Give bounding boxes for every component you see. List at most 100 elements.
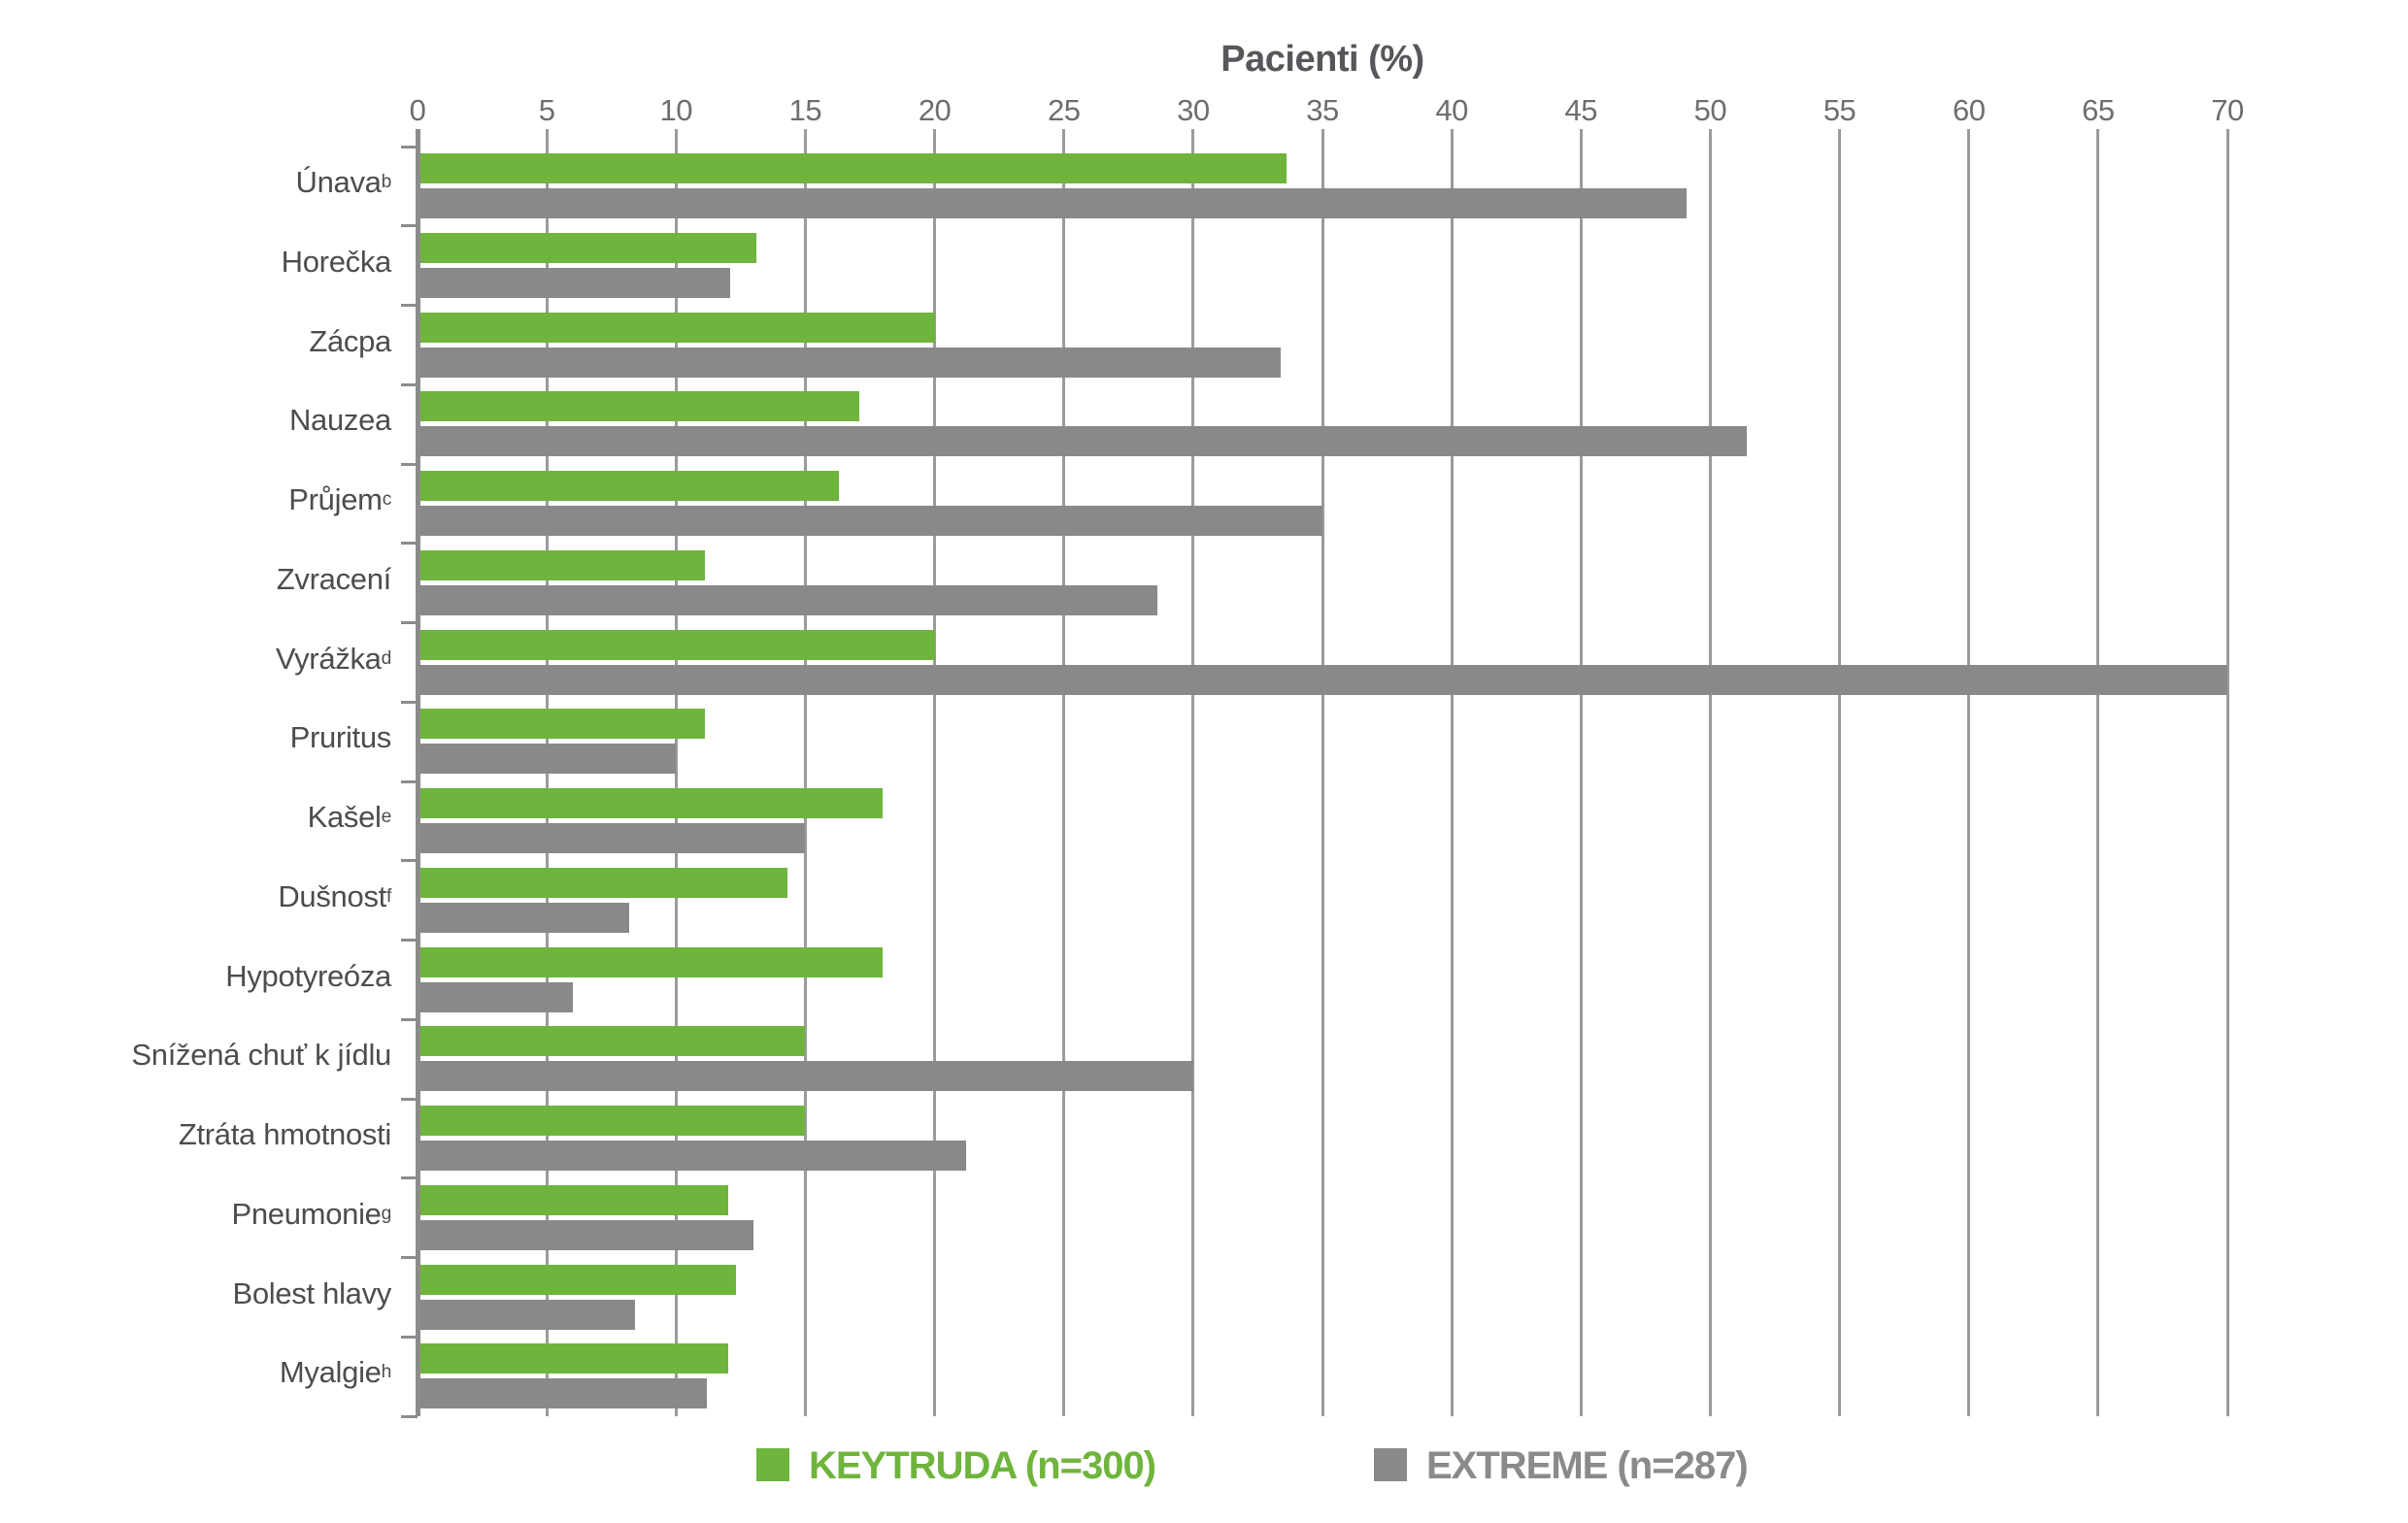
x-tick-label: 40 [1435, 93, 1468, 127]
y-tick [401, 462, 418, 466]
y-tick [401, 1017, 418, 1021]
category-label: Kašel e [307, 800, 392, 834]
category-label: Pruritus [289, 720, 392, 755]
category-label: Únava b [295, 165, 391, 199]
bar-keytruda [419, 549, 705, 580]
y-tick [401, 939, 418, 942]
bar-keytruda [419, 629, 935, 660]
gridline [2225, 129, 2229, 1416]
bar-extreme [419, 188, 1688, 218]
legend: KEYTRUDA (n=300) EXTREME (n=287) [0, 1444, 2408, 1487]
bar-keytruda [419, 1106, 806, 1136]
y-tick [401, 224, 418, 228]
bar-extreme [419, 823, 806, 853]
gridline [2096, 129, 2100, 1416]
y-tick [401, 382, 418, 386]
bar-extreme [419, 267, 731, 298]
y-tick [401, 1414, 418, 1418]
bar-extreme [419, 426, 1747, 457]
category-label: Zvracení [276, 561, 392, 596]
legend-swatch-keytruda [756, 1448, 789, 1481]
bar-keytruda [419, 1026, 806, 1057]
bar-keytruda [419, 1184, 728, 1215]
bar-extreme [419, 1219, 754, 1250]
bar-extreme [419, 347, 1282, 378]
legend-label-keytruda: KEYTRUDA (n=300) [809, 1444, 1156, 1487]
chart-title: Pacienti (%) [1221, 39, 1424, 80]
bar-keytruda [419, 153, 1287, 183]
x-tick-label: 35 [1306, 93, 1339, 127]
bar-keytruda [419, 946, 884, 977]
category-label: Hypotyreóza [225, 958, 391, 993]
bar-keytruda [419, 709, 705, 740]
gridline [1708, 129, 1712, 1416]
x-tick-label: 60 [1952, 93, 1986, 127]
y-tick [401, 700, 418, 704]
category-label: Horečka [281, 244, 392, 279]
bar-extreme [419, 1299, 635, 1330]
category-label: Pneumonie g [231, 1196, 391, 1231]
x-tick-label: 0 [409, 93, 426, 127]
x-tick-label: 20 [918, 93, 952, 127]
category-label: Průjem c [288, 482, 391, 516]
x-tick-label: 25 [1047, 93, 1081, 127]
category-label: Myalgie h [279, 1355, 391, 1390]
category-label: Zácpa [309, 323, 391, 358]
x-tick-label: 10 [659, 93, 693, 127]
gridline [933, 129, 937, 1416]
x-tick-label: 50 [1693, 93, 1727, 127]
bar-extreme [419, 584, 1157, 615]
bar-extreme [419, 506, 1322, 536]
bar-keytruda [419, 1264, 736, 1295]
bar-extreme [419, 664, 2227, 695]
bar-keytruda [419, 867, 787, 898]
bar-extreme [419, 1378, 708, 1409]
gridline [1321, 129, 1324, 1416]
legend-swatch-extreme [1374, 1448, 1407, 1481]
bar-extreme [419, 1141, 966, 1171]
category-label: Ztráta hmotnosti [178, 1117, 391, 1151]
x-tick-label: 65 [2082, 93, 2115, 127]
y-tick [401, 542, 418, 546]
y-tick [401, 779, 418, 783]
y-axis-line [415, 129, 420, 1416]
bar-keytruda [419, 1343, 728, 1374]
y-tick [401, 1335, 418, 1339]
y-tick [401, 859, 418, 863]
y-tick [401, 1176, 418, 1180]
x-tick-label: 55 [1823, 93, 1856, 127]
bar-keytruda [419, 471, 840, 501]
category-label: Dušnost f [278, 878, 391, 913]
category-label: Bolest hlavy [232, 1275, 391, 1310]
y-tick [401, 621, 418, 624]
x-tick-label: 70 [2211, 93, 2244, 127]
gridline [1579, 129, 1583, 1416]
bar-keytruda [419, 788, 884, 818]
bar-extreme [419, 981, 573, 1012]
gridline [803, 129, 807, 1416]
bar-keytruda [419, 312, 935, 343]
x-tick-label: 30 [1177, 93, 1210, 127]
gridline [1967, 129, 1971, 1416]
y-tick [401, 145, 418, 149]
gridline [1062, 129, 1066, 1416]
y-tick [401, 1256, 418, 1259]
bar-keytruda [419, 232, 756, 263]
gridline [1838, 129, 1842, 1416]
category-label: Vyrážka d [275, 641, 391, 676]
bar-extreme [419, 744, 677, 775]
gridline [1450, 129, 1454, 1416]
bar-extreme [419, 1061, 1193, 1092]
x-tick-label: 5 [538, 93, 555, 127]
gridline [1191, 129, 1195, 1416]
category-label: Snížená chuť k jídlu [131, 1038, 391, 1073]
y-tick [401, 304, 418, 307]
x-tick-label: 15 [788, 93, 822, 127]
category-label: Nauzea [288, 403, 391, 438]
bar-extreme [419, 902, 630, 933]
x-tick-label: 45 [1564, 93, 1598, 127]
gridline [674, 129, 678, 1416]
legend-label-extreme: EXTREME (n=287) [1426, 1444, 1749, 1487]
bar-keytruda [419, 391, 860, 422]
